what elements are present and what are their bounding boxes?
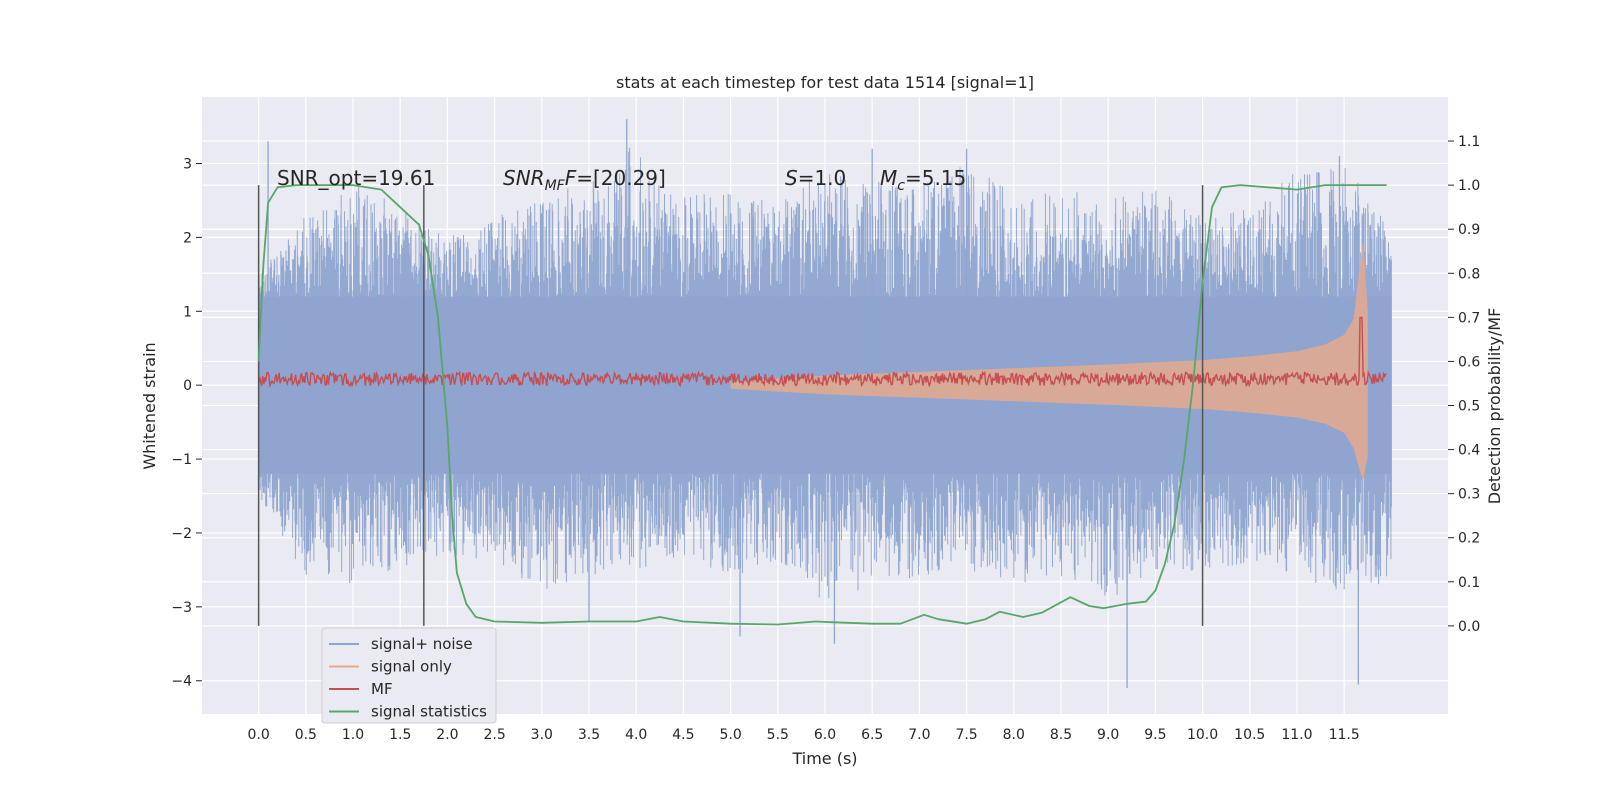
annotation-snr-mf-sub: MF bbox=[545, 178, 566, 194]
x-axis-label: Time (s) bbox=[791, 749, 857, 768]
y-right-tick-label: 0.7 bbox=[1458, 310, 1480, 326]
y-left-tick-label: −3 bbox=[171, 600, 192, 616]
signal-statistics-line bbox=[257, 184, 1387, 626]
y-right-axis-label: Detection probability/MF bbox=[1485, 308, 1504, 505]
x-tick-label: 10.5 bbox=[1234, 727, 1265, 743]
annotation-snr-mf-value: =[20.29] bbox=[576, 166, 666, 190]
x-axis-ticks: 0.0 0.5 1.0 1.5 2.0 2.5 3.0 3.5 4.0 4.5 5.0 5.5 6.0 6… bbox=[248, 727, 1360, 743]
y-right-tick-label: 1.1 bbox=[1458, 134, 1480, 150]
y-left-axis-ticks: 3 2 1 0 −1 −2 −3 −4 bbox=[171, 157, 202, 690]
legend-label: signal only bbox=[371, 658, 452, 676]
y-left-axis-label: Whitened strain bbox=[140, 342, 159, 469]
legend-label: signal statistics bbox=[371, 703, 487, 721]
x-tick-label: 4.5 bbox=[672, 727, 694, 743]
y-left-tick-label: −1 bbox=[171, 452, 192, 468]
x-tick-label: 1.0 bbox=[342, 727, 364, 743]
x-tick-label: 11.0 bbox=[1281, 727, 1312, 743]
annotation-mc-sub: c bbox=[897, 178, 905, 194]
y-right-tick-label: 0.3 bbox=[1458, 487, 1480, 503]
y-left-tick-label: −4 bbox=[171, 674, 192, 690]
x-tick-label: 5.5 bbox=[767, 727, 789, 743]
y-right-tick-label: 0.9 bbox=[1458, 222, 1480, 238]
legend-box bbox=[321, 627, 497, 724]
y-right-axis-ticks: 1.1 1.0 0.9 0.8 0.7 0.6 0.5 0.4 0.3 0.2 0.1 0.0 bbox=[1448, 134, 1480, 635]
x-tick-label: 6.5 bbox=[861, 727, 883, 743]
y-left-tick-label: 3 bbox=[183, 157, 192, 173]
annotation-snr-opt: SNR_opt=19.61 bbox=[277, 166, 435, 190]
x-tick-label: 2.0 bbox=[436, 727, 458, 743]
y-right-tick-label: 0.1 bbox=[1458, 575, 1480, 591]
x-tick-label: 8.0 bbox=[1003, 727, 1025, 743]
annotation-snr-mf-f: F bbox=[565, 166, 577, 190]
y-left-tick-label: 2 bbox=[183, 230, 192, 246]
annotation-snr-mf-base: SNR bbox=[503, 166, 545, 190]
annotation-snr-mf: SNRMFF=[20.29] bbox=[503, 166, 666, 194]
x-tick-label: 11.5 bbox=[1329, 727, 1360, 743]
y-left-tick-label: 0 bbox=[183, 378, 192, 394]
x-tick-label: 7.0 bbox=[908, 727, 930, 743]
y-right-tick-label: 0.6 bbox=[1458, 354, 1480, 370]
mf-line bbox=[257, 316, 1387, 389]
legend-label: MF bbox=[371, 680, 393, 698]
y-left-tick-label: 1 bbox=[183, 304, 192, 320]
annotation-s-symbol: S bbox=[785, 166, 798, 190]
x-tick-label: 3.0 bbox=[531, 727, 553, 743]
x-tick-label: 2.5 bbox=[483, 727, 505, 743]
annotation-mc: Mc=5.15 bbox=[880, 166, 966, 194]
y-right-tick-label: 0.8 bbox=[1458, 266, 1480, 282]
y-left-tick-label: −2 bbox=[171, 526, 192, 542]
y-right-tick-label: 0.2 bbox=[1458, 531, 1480, 547]
x-tick-label: 9.5 bbox=[1144, 727, 1166, 743]
annotation-mc-symbol: M bbox=[880, 166, 897, 190]
legend-label: signal+ noise bbox=[371, 635, 473, 653]
x-tick-label: 5.0 bbox=[719, 727, 741, 743]
annotation-s-value: =1.0 bbox=[798, 166, 847, 190]
x-tick-label: 10.0 bbox=[1187, 727, 1218, 743]
x-tick-label: 1.5 bbox=[389, 727, 411, 743]
y-right-tick-label: 0.0 bbox=[1458, 619, 1480, 635]
legend: signal+ noise signal only MF signal statist… bbox=[321, 627, 497, 724]
y-right-tick-label: 0.5 bbox=[1458, 399, 1480, 415]
x-tick-label: 4.0 bbox=[625, 727, 647, 743]
mf-series bbox=[257, 316, 1387, 389]
y-right-tick-label: 0.4 bbox=[1458, 443, 1480, 459]
chart-title: stats at each timestep for test data 151… bbox=[616, 73, 1034, 92]
signal-statistics-series bbox=[257, 184, 1387, 626]
x-tick-label: 0.0 bbox=[248, 727, 270, 743]
signal-only-area bbox=[730, 241, 1368, 482]
x-tick-label: 8.5 bbox=[1050, 727, 1072, 743]
x-tick-label: 0.5 bbox=[295, 727, 317, 743]
signal-only-series bbox=[730, 241, 1368, 482]
x-tick-label: 7.5 bbox=[955, 727, 977, 743]
annotation-mc-value: =5.15 bbox=[905, 166, 966, 190]
annotation-s: S=1.0 bbox=[785, 166, 846, 190]
x-tick-label: 6.0 bbox=[814, 727, 836, 743]
y-right-tick-label: 1.0 bbox=[1458, 178, 1480, 194]
vertical-markers bbox=[257, 185, 1204, 626]
x-tick-label: 9.0 bbox=[1097, 727, 1119, 743]
x-tick-label: 3.5 bbox=[578, 727, 600, 743]
